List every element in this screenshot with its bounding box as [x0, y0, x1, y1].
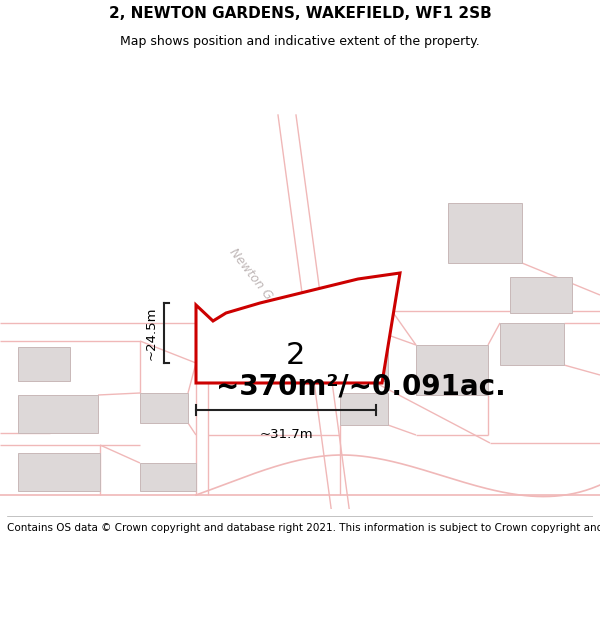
- Polygon shape: [416, 345, 488, 395]
- Polygon shape: [18, 453, 100, 491]
- Text: Map shows position and indicative extent of the property.: Map shows position and indicative extent…: [120, 35, 480, 48]
- Polygon shape: [18, 347, 70, 381]
- Text: ~370m²/~0.091ac.: ~370m²/~0.091ac.: [216, 372, 506, 401]
- Polygon shape: [448, 203, 522, 263]
- Polygon shape: [18, 395, 98, 433]
- Polygon shape: [500, 323, 564, 365]
- Polygon shape: [140, 393, 188, 423]
- Text: 2: 2: [286, 341, 305, 369]
- Text: 2, NEWTON GARDENS, WAKEFIELD, WF1 2SB: 2, NEWTON GARDENS, WAKEFIELD, WF1 2SB: [109, 6, 491, 21]
- Text: ~31.7m: ~31.7m: [259, 428, 313, 441]
- Polygon shape: [340, 335, 388, 381]
- Text: Newton Gardens: Newton Gardens: [227, 246, 301, 336]
- Polygon shape: [196, 273, 400, 383]
- Polygon shape: [140, 463, 196, 491]
- Text: ~24.5m: ~24.5m: [145, 306, 158, 360]
- Text: Contains OS data © Crown copyright and database right 2021. This information is : Contains OS data © Crown copyright and d…: [7, 524, 600, 533]
- Polygon shape: [510, 277, 572, 313]
- Polygon shape: [340, 393, 388, 425]
